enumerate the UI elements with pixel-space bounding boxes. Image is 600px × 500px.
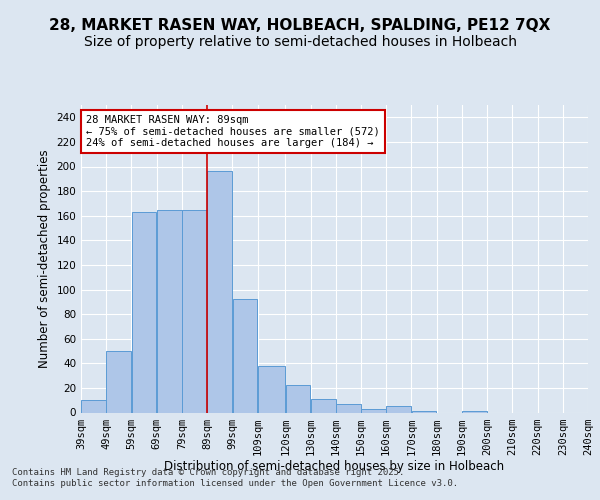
- Bar: [182, 210, 207, 412]
- Bar: [336, 404, 361, 412]
- Text: Contains HM Land Registry data © Crown copyright and database right 2025.
Contai: Contains HM Land Registry data © Crown c…: [12, 468, 458, 487]
- X-axis label: Distribution of semi-detached houses by size in Holbeach: Distribution of semi-detached houses by …: [164, 460, 505, 473]
- Bar: [386, 406, 411, 412]
- Y-axis label: Number of semi-detached properties: Number of semi-detached properties: [38, 150, 51, 368]
- Text: 28, MARKET RASEN WAY, HOLBEACH, SPALDING, PE12 7QX: 28, MARKET RASEN WAY, HOLBEACH, SPALDING…: [49, 18, 551, 32]
- Bar: [286, 386, 310, 412]
- Bar: [106, 351, 131, 412]
- Text: 28 MARKET RASEN WAY: 89sqm
← 75% of semi-detached houses are smaller (572)
24% o: 28 MARKET RASEN WAY: 89sqm ← 75% of semi…: [86, 115, 380, 148]
- Bar: [208, 172, 232, 412]
- Bar: [233, 300, 257, 412]
- Bar: [157, 210, 182, 412]
- Bar: [258, 366, 285, 412]
- Bar: [81, 400, 106, 412]
- Bar: [311, 399, 335, 412]
- Bar: [132, 212, 157, 412]
- Bar: [361, 409, 386, 412]
- Text: Size of property relative to semi-detached houses in Holbeach: Size of property relative to semi-detach…: [83, 35, 517, 49]
